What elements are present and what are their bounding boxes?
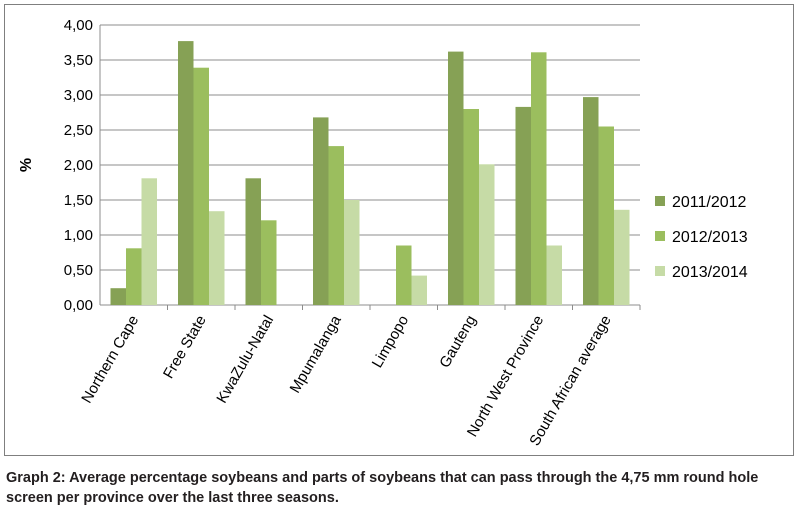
bar	[411, 275, 427, 305]
x-tick-label: Free State	[160, 313, 210, 382]
bar	[245, 178, 261, 305]
bar	[598, 126, 614, 305]
y-tick-label: 2,00	[64, 157, 93, 174]
bar	[209, 211, 225, 305]
y-axis-label: %	[18, 158, 35, 172]
legend-entry: 2011/2012	[672, 194, 747, 211]
x-tick-label: Gauteng	[436, 313, 479, 371]
bar-chart: 0,00 0,50 1,00 1,50 2,00 2,50 3,00 3,50 4,00% Nor…	[18, 17, 748, 449]
bar	[531, 52, 547, 305]
y-tick-label: 1,50	[64, 192, 93, 209]
bar	[193, 67, 209, 305]
bar	[344, 200, 360, 305]
bar	[463, 109, 479, 305]
y-tick-label: 1,00	[64, 227, 93, 244]
bar	[448, 51, 464, 305]
x-tick-label: North West Province	[464, 313, 547, 440]
y-tick-label: 2,50	[64, 122, 93, 139]
bar	[178, 41, 194, 305]
x-tick-label: Limpopo	[369, 313, 412, 371]
y-tick-label: 0,50	[64, 262, 93, 279]
chart-frame: 0,00 0,50 1,00 1,50 2,00 2,50 3,00 3,50 4,00% Nor…	[4, 4, 794, 456]
bar	[313, 117, 329, 306]
bar	[479, 164, 495, 305]
figure-caption: Graph 2: Average percentage soybeans and…	[6, 470, 759, 506]
bar	[126, 248, 142, 305]
bar	[328, 146, 344, 305]
bar	[614, 209, 630, 305]
x-tick-label: Northern Cape	[78, 313, 142, 407]
bar	[583, 97, 599, 305]
y-tick-label: 4,00	[64, 17, 93, 34]
legend-entry: 2012/2013	[672, 229, 748, 246]
bar	[396, 245, 412, 305]
bar	[261, 220, 277, 305]
y-tick-label: 3,00	[64, 87, 93, 104]
x-tick-label: Mpumalanga	[287, 312, 345, 396]
legend-swatch	[655, 231, 665, 241]
y-tick-label: 0,00	[64, 297, 93, 314]
legend-entry: 2013/2014	[672, 264, 748, 281]
bar	[141, 178, 157, 305]
y-tick-label: 3,50	[64, 52, 93, 69]
bar	[515, 106, 531, 306]
x-tick-label: KwaZulu-Natal	[213, 313, 277, 407]
bar	[546, 245, 562, 305]
legend-swatch	[655, 266, 665, 276]
legend-swatch	[655, 196, 665, 206]
bar	[110, 288, 126, 305]
